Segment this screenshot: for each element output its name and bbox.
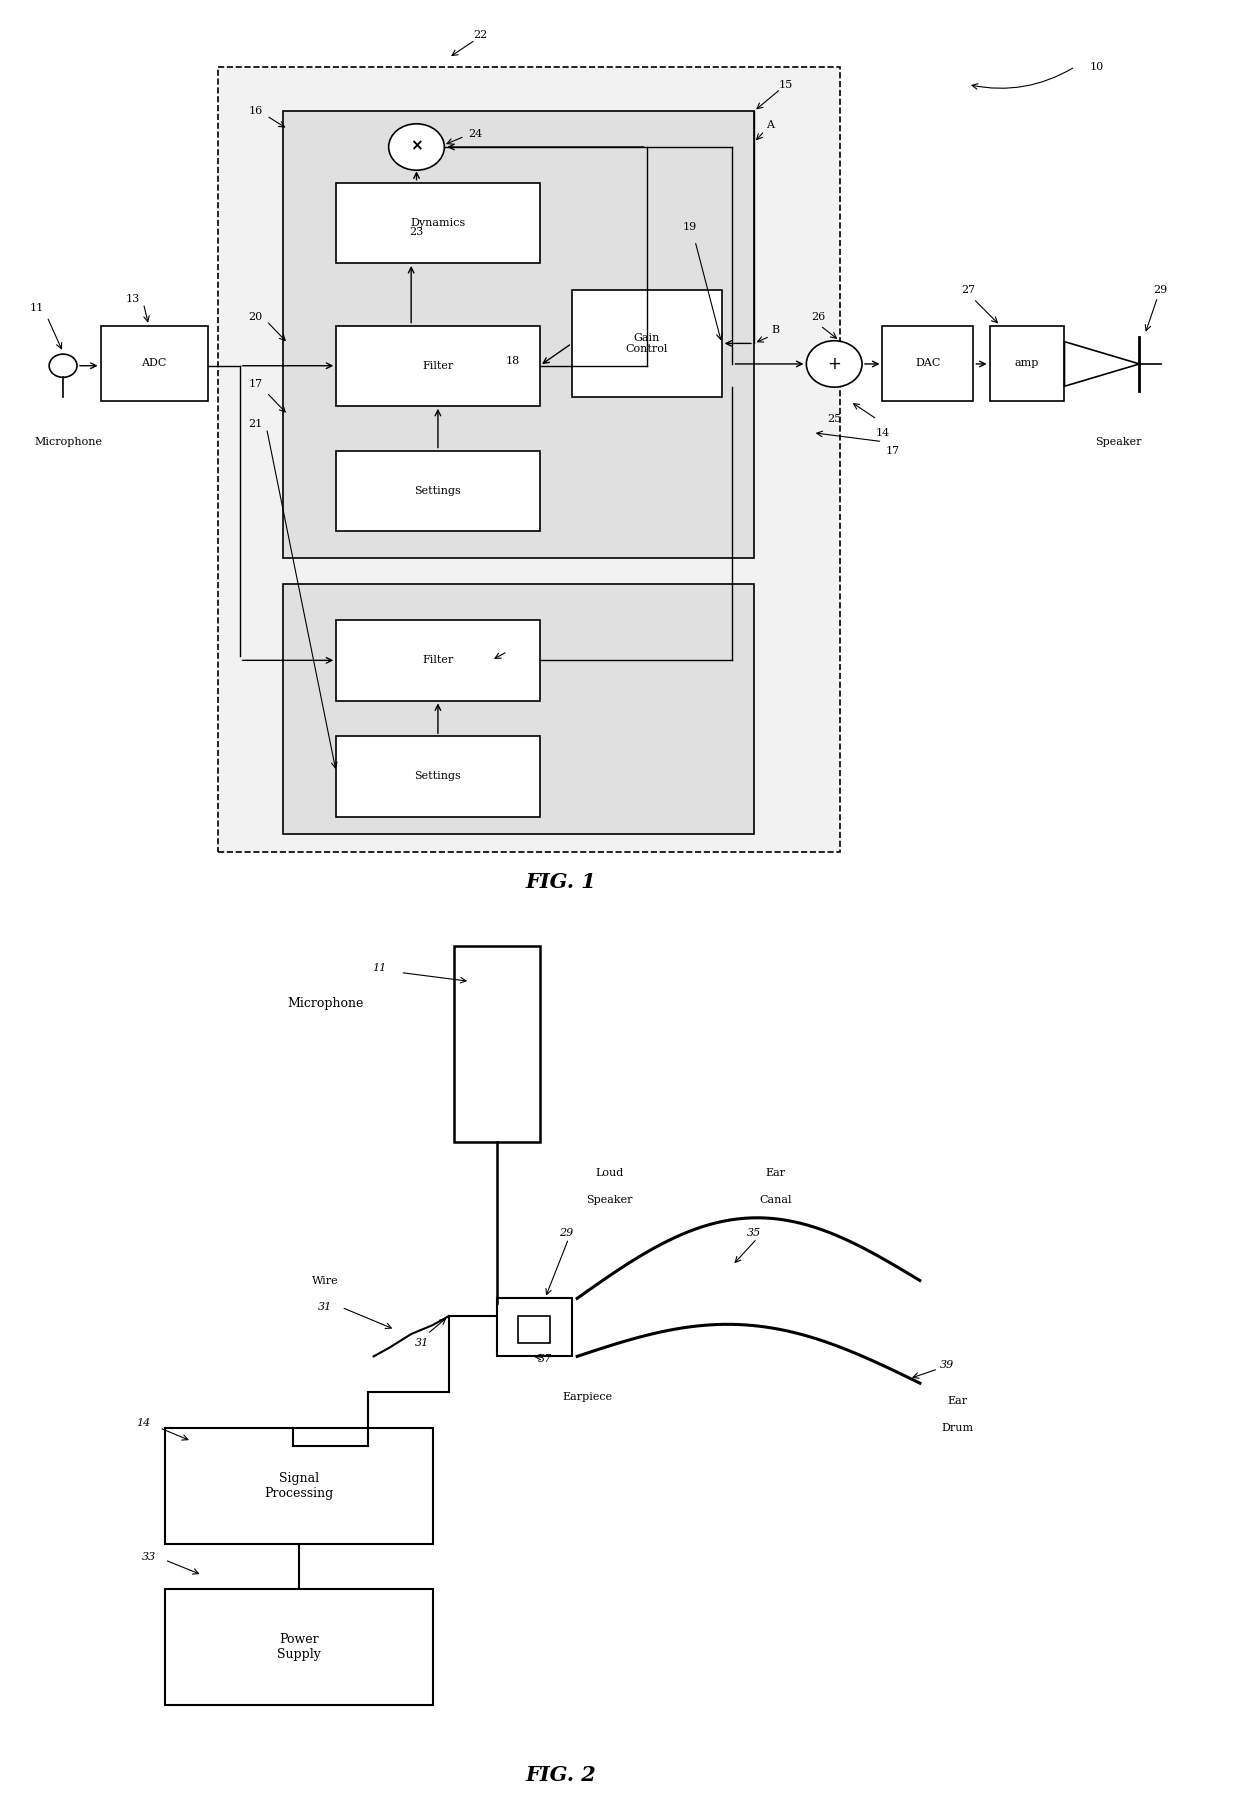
Text: 17: 17 bbox=[887, 446, 900, 455]
Text: 33: 33 bbox=[141, 1552, 156, 1562]
Text: Ear: Ear bbox=[765, 1169, 785, 1178]
FancyBboxPatch shape bbox=[336, 183, 539, 263]
Text: 16: 16 bbox=[249, 106, 263, 117]
Text: 18: 18 bbox=[506, 356, 520, 367]
FancyBboxPatch shape bbox=[336, 325, 539, 406]
Text: Gain
Control: Gain Control bbox=[626, 333, 668, 354]
Text: 23: 23 bbox=[409, 227, 424, 237]
FancyBboxPatch shape bbox=[100, 325, 207, 401]
Text: 35: 35 bbox=[746, 1228, 761, 1239]
Text: +: + bbox=[827, 354, 841, 372]
Text: 10: 10 bbox=[1090, 61, 1104, 72]
Bar bbox=[218, 67, 839, 852]
Text: 39: 39 bbox=[940, 1361, 954, 1370]
Text: Loud: Loud bbox=[595, 1169, 624, 1178]
Text: ×: × bbox=[410, 138, 423, 153]
Bar bbox=[165, 1588, 433, 1705]
Bar bbox=[497, 1298, 572, 1356]
Text: 19: 19 bbox=[682, 223, 697, 232]
Circle shape bbox=[50, 354, 77, 378]
Bar bbox=[165, 1428, 433, 1544]
Text: FIG. 2: FIG. 2 bbox=[526, 1766, 596, 1785]
Text: Ear: Ear bbox=[947, 1395, 967, 1406]
Text: Filter: Filter bbox=[423, 361, 454, 370]
Text: 29: 29 bbox=[1153, 284, 1168, 295]
Bar bbox=[518, 1316, 551, 1343]
Text: Microphone: Microphone bbox=[288, 998, 363, 1010]
Text: Wire: Wire bbox=[312, 1275, 339, 1286]
Text: Speaker: Speaker bbox=[587, 1196, 632, 1205]
Bar bbox=[454, 946, 539, 1142]
Text: 26: 26 bbox=[811, 311, 826, 322]
FancyBboxPatch shape bbox=[990, 325, 1064, 401]
Text: Signal
Processing: Signal Processing bbox=[264, 1473, 334, 1500]
Text: A: A bbox=[766, 120, 774, 129]
Polygon shape bbox=[1064, 342, 1140, 387]
Text: Power
Supply: Power Supply bbox=[277, 1633, 321, 1661]
Bar bbox=[283, 584, 754, 834]
Text: Settings: Settings bbox=[414, 771, 461, 782]
FancyBboxPatch shape bbox=[572, 289, 722, 397]
Text: 15: 15 bbox=[779, 79, 794, 90]
Text: 22: 22 bbox=[474, 31, 487, 40]
Circle shape bbox=[388, 124, 444, 171]
Text: DAC: DAC bbox=[915, 358, 941, 369]
Text: Dynamics: Dynamics bbox=[410, 218, 465, 228]
Text: Drum: Drum bbox=[941, 1422, 973, 1433]
Text: Filter: Filter bbox=[423, 654, 454, 665]
Text: 31: 31 bbox=[319, 1302, 332, 1313]
Text: amp: amp bbox=[1014, 358, 1039, 369]
Text: Speaker: Speaker bbox=[1095, 437, 1141, 446]
Text: 14: 14 bbox=[136, 1419, 150, 1428]
Text: FIG. 1: FIG. 1 bbox=[526, 872, 596, 892]
Text: 29: 29 bbox=[559, 1228, 574, 1239]
Text: 24: 24 bbox=[469, 129, 482, 138]
Text: 31: 31 bbox=[414, 1338, 429, 1348]
Text: Microphone: Microphone bbox=[35, 437, 103, 446]
Text: 11: 11 bbox=[372, 964, 386, 973]
Text: Earpiece: Earpiece bbox=[563, 1392, 613, 1402]
Text: Settings: Settings bbox=[414, 485, 461, 496]
Text: 37: 37 bbox=[538, 1354, 552, 1365]
Text: 25: 25 bbox=[827, 414, 841, 424]
Circle shape bbox=[806, 342, 862, 387]
FancyBboxPatch shape bbox=[336, 735, 539, 816]
Text: ADC: ADC bbox=[141, 358, 167, 369]
Text: Canal: Canal bbox=[759, 1196, 791, 1205]
Text: 11: 11 bbox=[30, 302, 43, 313]
Text: 14: 14 bbox=[875, 428, 889, 437]
Bar bbox=[283, 111, 754, 557]
Text: 13: 13 bbox=[125, 293, 140, 304]
Text: 27: 27 bbox=[961, 284, 975, 295]
FancyBboxPatch shape bbox=[883, 325, 973, 401]
Text: 17: 17 bbox=[249, 379, 263, 388]
Text: 20: 20 bbox=[249, 311, 263, 322]
FancyBboxPatch shape bbox=[336, 451, 539, 530]
FancyBboxPatch shape bbox=[336, 620, 539, 701]
Text: B: B bbox=[771, 325, 780, 334]
Text: 21: 21 bbox=[249, 419, 263, 428]
